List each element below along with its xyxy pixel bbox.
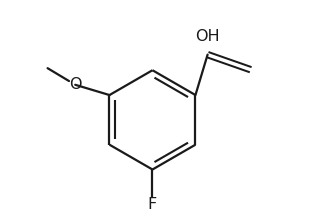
- Text: OH: OH: [195, 29, 220, 44]
- Text: F: F: [148, 197, 157, 212]
- Text: O: O: [69, 77, 81, 92]
